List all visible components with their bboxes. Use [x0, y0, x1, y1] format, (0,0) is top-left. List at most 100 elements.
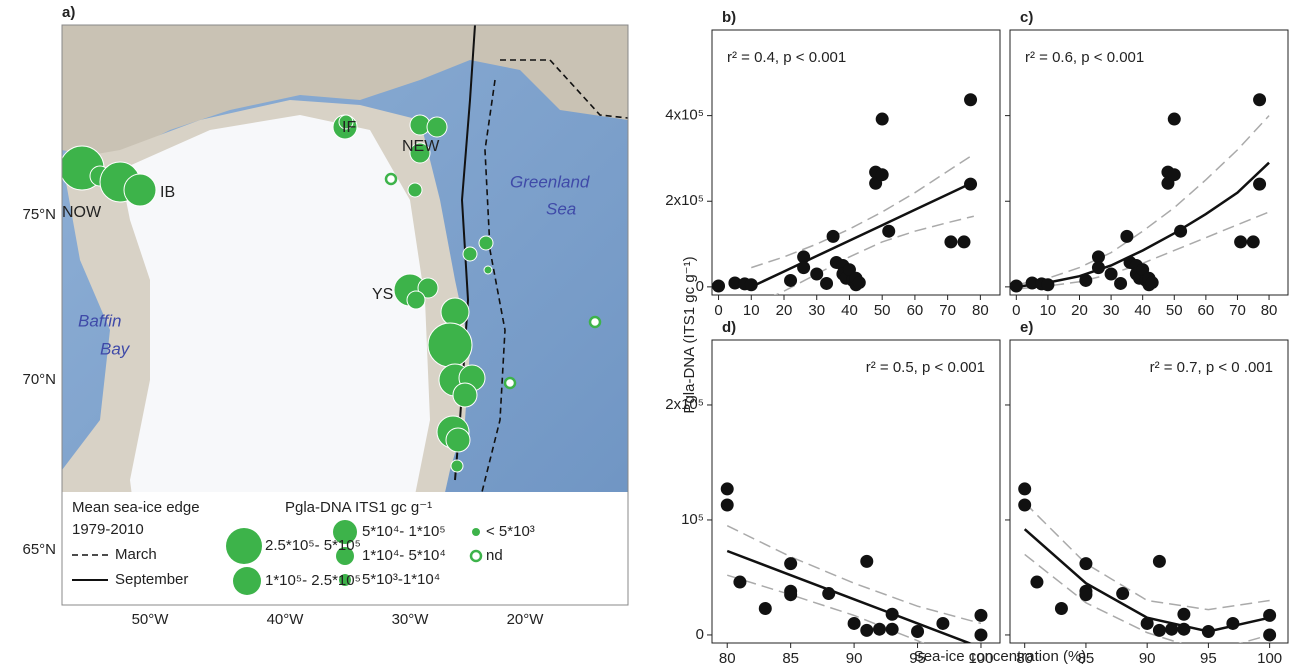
- data-point: [1041, 278, 1054, 291]
- x-tick-label: 60: [907, 302, 924, 319]
- y-tick-label: 4x10⁵: [665, 107, 704, 124]
- x-tick-label: 50: [874, 302, 891, 319]
- lat-label: 75°N: [22, 206, 56, 223]
- data-point: [964, 178, 977, 191]
- x-tick-label: 40: [841, 302, 858, 319]
- x-tick-label: 80: [719, 650, 736, 667]
- data-point: [784, 588, 797, 601]
- data-point: [1263, 628, 1276, 641]
- legend-label: nd: [486, 547, 503, 564]
- data-point: [1174, 225, 1187, 238]
- data-point: [1079, 274, 1092, 287]
- sea-label: Sea: [546, 199, 576, 218]
- plot-frame: [1010, 30, 1288, 295]
- data-point: [1116, 587, 1129, 600]
- data-point: [1092, 261, 1105, 274]
- x-tick-label: 80: [972, 302, 989, 319]
- site-label: NEW: [402, 138, 440, 155]
- data-point: [1263, 609, 1276, 622]
- legend-label: < 5*10³: [486, 523, 535, 540]
- data-point: [1018, 499, 1031, 512]
- data-point: [797, 261, 810, 274]
- plot-frame: [712, 30, 1000, 295]
- data-point: [853, 276, 866, 289]
- legend-label: 5*10³-1*10⁴: [362, 571, 440, 588]
- data-point: [1177, 608, 1190, 621]
- annotation: r² = 0.4, p < 0.001: [727, 49, 846, 66]
- data-point: [1120, 230, 1133, 243]
- legend-circle: [471, 551, 481, 561]
- sea-label: Bay: [100, 339, 131, 358]
- panel-label: d): [722, 319, 736, 336]
- x-tick-label: 0: [1012, 302, 1020, 319]
- data-point: [882, 225, 895, 238]
- x-tick-label: 20: [1071, 302, 1088, 319]
- data-point: [1247, 235, 1260, 248]
- x-tick-label: 95: [909, 650, 926, 667]
- legend-label: 2.5*10⁵- 5*10⁵: [265, 537, 361, 554]
- panel-label: b): [722, 9, 736, 26]
- x-tick-label: 40: [1134, 302, 1151, 319]
- data-point: [1030, 576, 1043, 589]
- data-point: [974, 628, 987, 641]
- legend-title: Pgla-DNA ITS1 gc g⁻¹: [285, 499, 432, 516]
- data-point: [721, 482, 734, 495]
- data-point: [1146, 276, 1159, 289]
- data-point: [848, 617, 861, 630]
- x-tick-label: 10: [1040, 302, 1057, 319]
- data-point: [784, 557, 797, 570]
- site-label: IF: [342, 119, 356, 136]
- data-point: [721, 499, 734, 512]
- data-point: [745, 278, 758, 291]
- x-axis-label: Sea-ice concentration (%): [914, 648, 1087, 665]
- lat-label: 65°N: [22, 541, 56, 558]
- legend-title: 1979-2010: [72, 521, 144, 538]
- data-point: [1114, 277, 1127, 290]
- data-point: [876, 113, 889, 126]
- data-point: [1141, 617, 1154, 630]
- data-point: [886, 608, 899, 621]
- y-tick-label: 0: [696, 278, 704, 295]
- lon-label: 40°W: [267, 611, 305, 628]
- y-tick-label: 0: [696, 626, 704, 643]
- data-point: [1253, 178, 1266, 191]
- data-point: [964, 93, 977, 106]
- sea-label: Greenland: [510, 172, 590, 191]
- legend-label: March: [115, 546, 157, 563]
- data-point: [810, 268, 823, 281]
- data-point: [974, 609, 987, 622]
- x-tick-label: 85: [782, 650, 799, 667]
- data-point: [1234, 235, 1247, 248]
- data-point: [944, 235, 957, 248]
- x-tick-label: 100: [1257, 650, 1282, 667]
- confidence-band: [1016, 116, 1269, 285]
- legend-label: 5*10⁴- 1*10⁵: [362, 523, 446, 540]
- x-tick-label: 60: [1198, 302, 1215, 319]
- sea-label: Baffin: [78, 311, 121, 330]
- panel-label: c): [1020, 9, 1033, 26]
- data-point: [1153, 624, 1166, 637]
- fit-line: [751, 182, 974, 287]
- x-tick-label: 20: [776, 302, 793, 319]
- x-tick-label: 90: [846, 650, 863, 667]
- x-tick-label: 80: [1016, 650, 1033, 667]
- data-point: [1253, 93, 1266, 106]
- figure: a) NOW IB IF NEW YS Greenland Sea Baffin…: [0, 0, 1292, 667]
- data-point: [827, 230, 840, 243]
- data-point: [1168, 168, 1181, 181]
- x-tick-label: 0: [714, 302, 722, 319]
- annotation: r² = 0.5, p < 0.001: [866, 359, 985, 376]
- data-point: [1226, 617, 1239, 630]
- data-point: [820, 277, 833, 290]
- legend-label: September: [115, 571, 188, 588]
- data-point: [1177, 623, 1190, 636]
- data-point: [1202, 625, 1215, 638]
- plot-frame: [712, 340, 1000, 643]
- lat-label: 70°N: [22, 371, 56, 388]
- lon-label: 20°W: [507, 611, 545, 628]
- data-point: [911, 625, 924, 638]
- annotation: r² = 0.6, p < 0.001: [1025, 49, 1144, 66]
- data-point: [886, 623, 899, 636]
- x-tick-label: 10: [743, 302, 760, 319]
- fit-group: [1016, 116, 1269, 289]
